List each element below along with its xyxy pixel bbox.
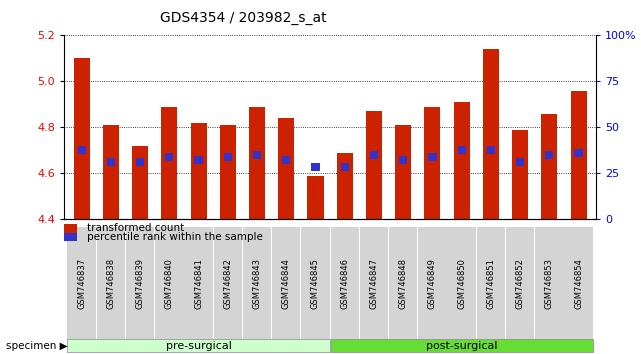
- Bar: [340, 162, 349, 171]
- Text: GDS4354 / 203982_s_at: GDS4354 / 203982_s_at: [160, 11, 327, 25]
- Text: GSM746848: GSM746848: [399, 258, 408, 309]
- Bar: [516, 158, 524, 166]
- Bar: [165, 153, 174, 161]
- Text: GSM746846: GSM746846: [340, 258, 349, 309]
- Text: GSM746851: GSM746851: [487, 258, 495, 309]
- Text: GSM746844: GSM746844: [282, 258, 291, 309]
- Text: pre-surgical: pre-surgical: [165, 341, 231, 350]
- Bar: [132, 146, 148, 219]
- Bar: [78, 147, 86, 154]
- Text: GSM746840: GSM746840: [165, 258, 174, 309]
- Text: GSM746852: GSM746852: [515, 258, 524, 309]
- Bar: [458, 147, 466, 154]
- Bar: [454, 102, 470, 219]
- Bar: [366, 112, 382, 219]
- Bar: [399, 156, 407, 164]
- Text: GSM746849: GSM746849: [428, 258, 437, 309]
- Bar: [103, 125, 119, 219]
- Text: percentile rank within the sample: percentile rank within the sample: [87, 232, 262, 242]
- Bar: [545, 151, 553, 159]
- Bar: [220, 125, 236, 219]
- Bar: [278, 118, 294, 219]
- Text: transformed count: transformed count: [87, 223, 184, 233]
- Bar: [337, 153, 353, 219]
- Text: GSM746845: GSM746845: [311, 258, 320, 309]
- Text: GSM746854: GSM746854: [574, 258, 583, 309]
- Bar: [424, 107, 440, 219]
- Bar: [483, 49, 499, 219]
- Bar: [136, 158, 144, 166]
- Bar: [253, 151, 261, 159]
- Bar: [312, 162, 320, 171]
- Bar: [574, 149, 583, 157]
- Bar: [74, 58, 90, 219]
- Bar: [249, 107, 265, 219]
- Text: GSM746853: GSM746853: [545, 258, 554, 309]
- Bar: [224, 153, 232, 161]
- Text: GSM746847: GSM746847: [369, 258, 378, 309]
- Text: GSM746842: GSM746842: [223, 258, 232, 309]
- Bar: [570, 91, 587, 219]
- Bar: [308, 176, 324, 219]
- Text: specimen ▶: specimen ▶: [6, 341, 68, 350]
- Bar: [282, 156, 290, 164]
- Bar: [194, 156, 203, 164]
- Text: GSM746839: GSM746839: [136, 258, 145, 309]
- Text: GSM746837: GSM746837: [77, 258, 86, 309]
- Text: GSM746841: GSM746841: [194, 258, 203, 309]
- Text: GSM746838: GSM746838: [106, 258, 115, 309]
- Bar: [370, 151, 378, 159]
- Bar: [428, 153, 437, 161]
- Bar: [541, 114, 558, 219]
- Text: post-surgical: post-surgical: [426, 341, 497, 350]
- Bar: [512, 130, 528, 219]
- Bar: [487, 147, 495, 154]
- Bar: [190, 123, 206, 219]
- Text: GSM746843: GSM746843: [253, 258, 262, 309]
- Bar: [162, 107, 178, 219]
- Bar: [395, 125, 412, 219]
- Text: GSM746850: GSM746850: [457, 258, 466, 309]
- Bar: [107, 158, 115, 166]
